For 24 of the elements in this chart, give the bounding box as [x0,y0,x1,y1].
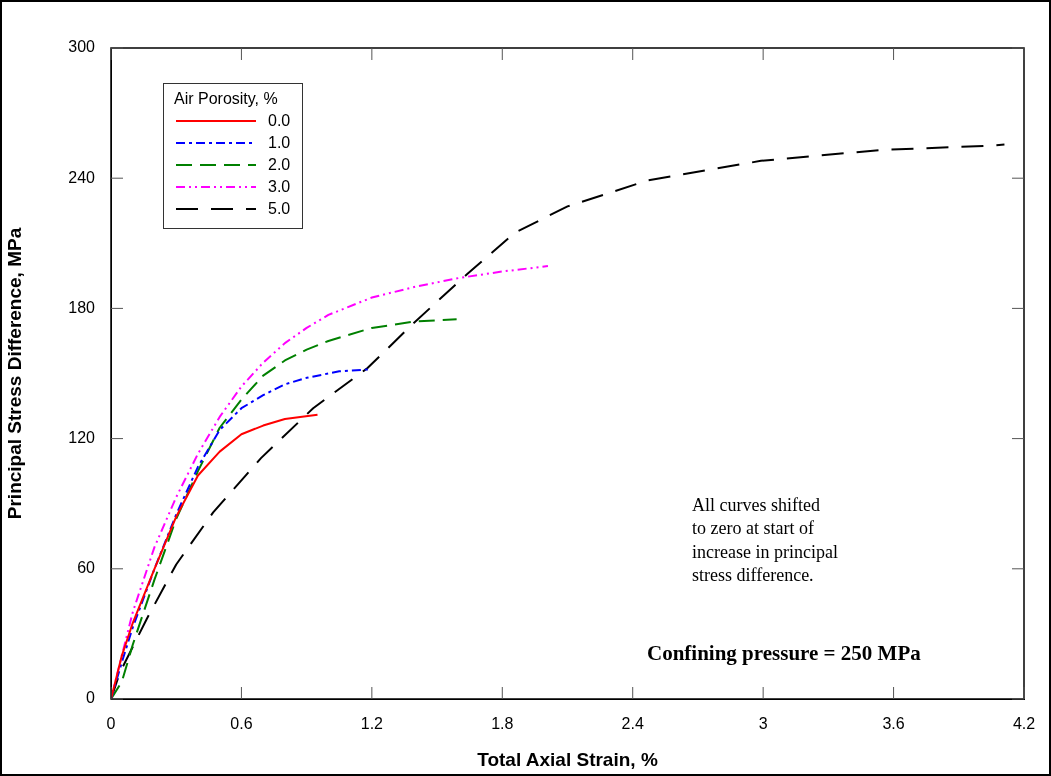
annotation: All curves shifted to zero at start of increase in principal stress difference. [692,494,838,588]
x-tick-label: 3 [758,715,768,733]
legend-label: 0.0 [268,112,291,130]
x-tick-label: 1.2 [360,715,384,733]
legend-title: Air Porosity, % [174,90,279,108]
annotation: Confining pressure = 250 MPa [647,641,921,667]
y-tick-label: 300 [68,38,96,56]
y-tick-label: 180 [68,298,96,316]
x-axis-title: Total Axial Strain, % [477,748,658,770]
x-tick-label: 3.6 [882,715,905,733]
x-tick-label: 2.4 [621,715,644,733]
y-axis-title: Principal Stress Difference, MPa [3,227,25,520]
x-tick-label: 0.6 [230,715,253,733]
legend-label: 5.0 [268,200,291,218]
x-tick-label: 1.8 [491,715,514,733]
x-tick-label: 4.2 [1012,715,1036,733]
y-tick-label: 240 [68,168,96,186]
legend-label: 3.0 [268,178,291,196]
y-tick-label: 60 [77,559,96,577]
y-tick-label: 120 [68,429,96,447]
x-tick-label: 0 [106,715,116,733]
y-tick-label: 0 [86,689,96,707]
legend-label: 2.0 [268,156,291,174]
legend-label: 1.0 [268,134,291,152]
